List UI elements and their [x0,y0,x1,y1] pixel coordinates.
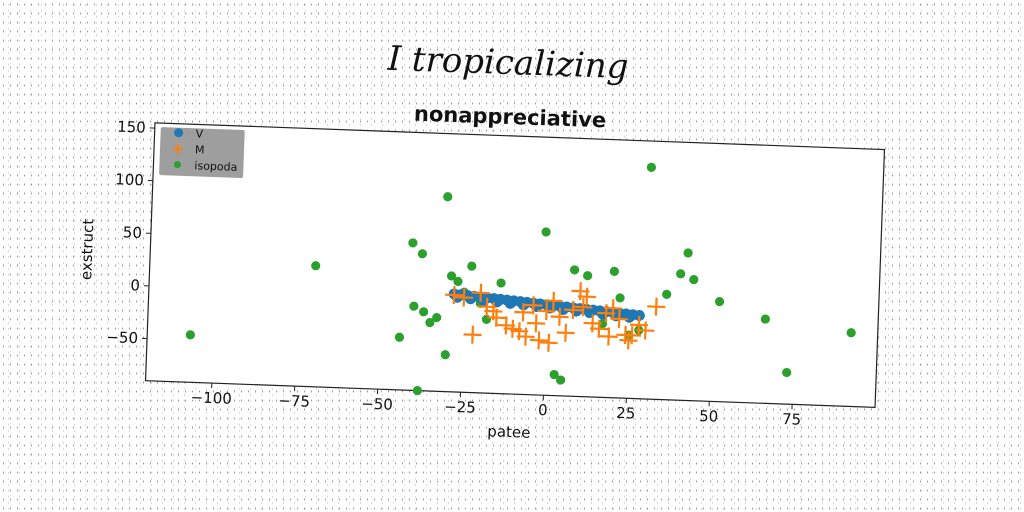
data-point-v [633,310,645,322]
data-point-isopoda [615,293,625,303]
data-point-m [647,297,666,316]
data-point-isopoda [583,271,593,281]
x-tick-label: 25 [616,404,636,423]
data-point-isopoda [409,301,419,311]
data-point-m [610,309,629,329]
data-point-m [556,323,575,342]
y-tick-label: −50 [106,328,138,347]
data-point-isopoda [646,162,656,172]
data-point-m [589,319,609,338]
series-isopoda [185,162,856,396]
data-point-isopoda [432,312,442,323]
data-point-isopoda [569,265,580,275]
data-point-isopoda [782,367,792,378]
marks-layer [185,162,856,396]
data-point-m [544,291,563,310]
tick-layer: −100 −75 −50 −25 0 25 50 75 −50 0 50 100 150 [106,118,802,429]
data-point-m [445,285,464,305]
data-point-isopoda [683,248,693,258]
data-point-isopoda [714,296,725,307]
data-point-isopoda [446,271,457,281]
data-point-isopoda [676,269,686,279]
data-point-isopoda [549,369,559,380]
data-point-m [514,303,533,322]
data-point-m [463,325,482,344]
data-point-m [564,300,583,319]
plot-area: −100 −75 −50 −25 0 25 50 75 −50 0 50 100 150 patee e… [77,118,886,442]
data-point-m [537,302,556,321]
y-tick-label: 0 [130,276,140,294]
x-tick-label: 75 [782,410,802,429]
legend-label-v: V [195,127,203,140]
data-point-isopoda [662,289,672,299]
data-point-isopoda [417,249,428,259]
data-point-isopoda [467,261,477,271]
data-point-isopoda [846,328,856,338]
data-point-isopoda [609,266,619,276]
y-tick-label: 150 [117,118,146,137]
data-point-isopoda [394,332,405,342]
legend-marker-v [174,128,184,138]
data-point-isopoda [425,317,435,328]
data-point-m [574,298,593,317]
figure-title: I tropicalizing [386,39,629,87]
data-point-isopoda [412,386,423,396]
data-point-isopoda [408,238,418,248]
axes-frame [144,122,886,409]
y-tick-label: 50 [123,223,143,242]
data-point-m [636,321,655,340]
data-point-m [454,288,474,307]
legend-label-m: M [195,143,205,156]
x-tick-label: 0 [538,401,548,419]
data-point-m [619,331,638,350]
data-point-isopoda [311,261,321,271]
chart-title: nonappreciative [414,102,607,133]
series-m [445,282,666,352]
legend-marker-isopoda [173,161,181,169]
data-point-isopoda [496,278,506,288]
data-point-m [484,302,503,321]
data-point-m [471,283,490,302]
y-tick-label: 100 [115,170,144,189]
x-tick-label: −75 [278,392,310,411]
data-point-m [603,299,623,318]
data-point-m [529,331,548,350]
x-tick-label: −100 [190,388,232,407]
data-point-isopoda [440,350,450,360]
data-point-isopoda [541,227,551,237]
data-point-isopoda [419,307,429,317]
data-point-m [539,333,558,352]
data-point-isopoda [555,375,566,385]
x-tick-label: 50 [699,407,719,426]
data-point-isopoda [185,330,195,340]
x-tick-label: −25 [444,398,476,417]
data-point-m [577,287,596,306]
data-point-m [599,327,618,346]
x-tick-label: −50 [361,395,393,414]
data-point-isopoda [443,192,453,202]
data-point-isopoda [760,314,770,324]
data-point-m [524,296,543,315]
x-axis-label: patee [487,422,531,442]
data-point-isopoda [453,276,463,287]
data-point-m [516,327,535,346]
data-point-m [550,307,569,326]
data-point-v [504,297,516,309]
legend-marker-m [173,143,184,154]
data-point-isopoda [689,274,699,285]
y-axis-label: exstruct [77,218,97,280]
data-point-m [527,314,546,333]
legend-label-isopoda: isopoda [194,159,237,174]
